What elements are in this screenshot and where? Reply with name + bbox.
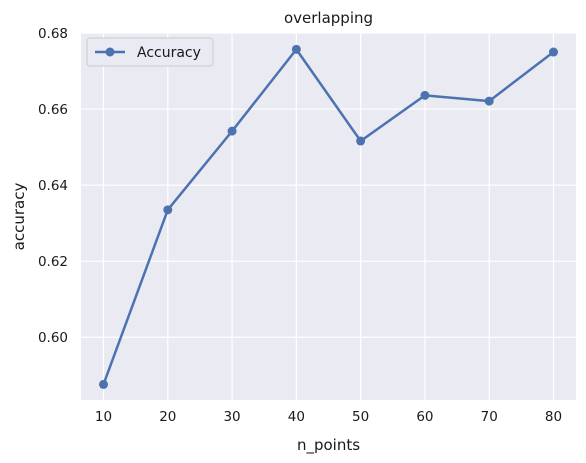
data-point xyxy=(549,48,558,57)
y-tick-label: 0.66 xyxy=(38,102,68,118)
data-point xyxy=(99,380,108,389)
y-tick-label: 0.68 xyxy=(38,26,68,42)
x-tick-label: 30 xyxy=(223,409,240,425)
plot-area xyxy=(81,33,576,400)
x-tick-label: 20 xyxy=(159,409,176,425)
legend-marker-swatch xyxy=(106,48,115,57)
chart-title: overlapping xyxy=(284,9,373,27)
data-point xyxy=(485,97,494,106)
x-tick-label: 60 xyxy=(416,409,433,425)
x-tick-label: 10 xyxy=(95,409,112,425)
x-tick-label: 50 xyxy=(352,409,369,425)
y-tick-label: 0.62 xyxy=(38,254,68,270)
data-point xyxy=(420,91,429,100)
legend-entry-label: Accuracy xyxy=(137,45,201,61)
y-tick-label: 0.64 xyxy=(38,178,68,194)
x-tick-label: 80 xyxy=(545,409,562,425)
y-tick-label: 0.60 xyxy=(38,330,68,346)
data-point xyxy=(356,137,365,146)
data-point xyxy=(163,205,172,214)
legend: Accuracy xyxy=(87,38,213,66)
y-axis-label: accuracy xyxy=(10,183,28,251)
x-tick-labels: 10 20 30 40 50 60 70 80 xyxy=(95,409,562,425)
y-tick-labels: 0.60 0.62 0.64 0.66 0.68 xyxy=(38,26,68,346)
data-point xyxy=(228,127,237,136)
x-tick-label: 40 xyxy=(288,409,305,425)
x-axis-label: n_points xyxy=(297,436,360,455)
x-tick-label: 70 xyxy=(481,409,498,425)
data-point xyxy=(292,45,301,54)
